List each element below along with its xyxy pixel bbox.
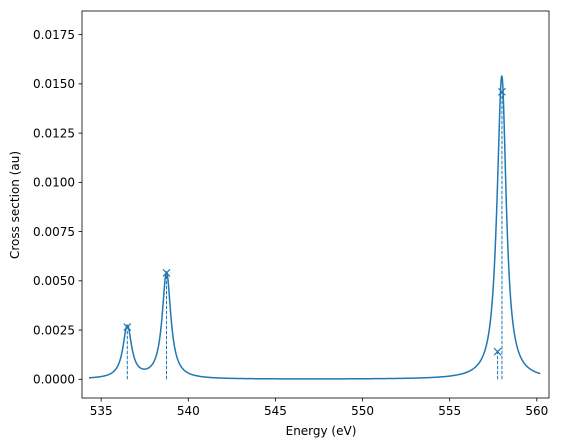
plot-area: [81, 10, 550, 399]
plot-frame: [81, 10, 550, 399]
y-tick-label: 0.0150: [33, 77, 75, 91]
x-axis-label: Energy (eV): [286, 424, 357, 438]
y-axis: 0.0000 0.0025 0.0050 0.0075 0.0100 0.0125 0.01…: [33, 28, 82, 386]
x-tick-label: 560: [525, 404, 548, 418]
y-axis-label: Cross section (au): [8, 151, 22, 259]
peak-marker-3: [493, 347, 502, 356]
x-tick-label: 555: [438, 404, 461, 418]
peak-marker-1: [123, 323, 132, 332]
peak-marker-2: [162, 269, 171, 277]
y-tick-label: 0.0125: [33, 126, 75, 140]
x-tick-label: 535: [90, 404, 113, 418]
peak-marker-4: [498, 87, 506, 96]
y-tick-label: 0.0100: [33, 176, 75, 190]
x-tick-label: 540: [177, 404, 200, 418]
x-axis: 535 540 545 550 555 560: [90, 398, 548, 418]
y-tick-label: 0.0050: [33, 274, 75, 288]
spectrum-line: [88, 75, 541, 380]
y-tick-label: 0.0175: [33, 28, 75, 42]
x-tick-label: 550: [351, 404, 374, 418]
y-tick-label: 0.0075: [33, 225, 75, 239]
y-tick-label: 0.0025: [33, 323, 75, 337]
y-tick-label: 0.0000: [33, 372, 75, 386]
x-tick-label: 545: [264, 404, 287, 418]
